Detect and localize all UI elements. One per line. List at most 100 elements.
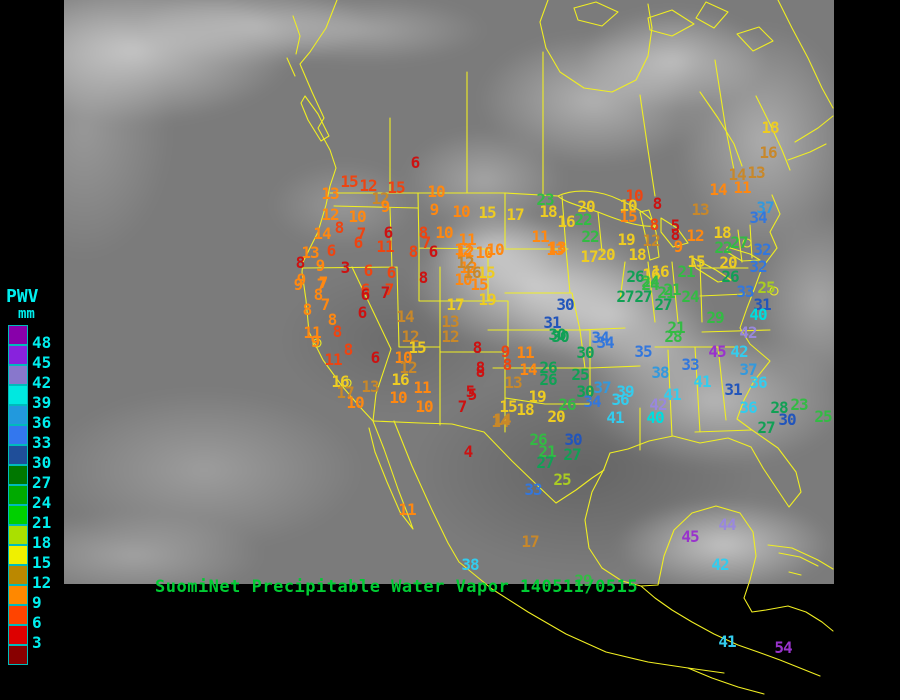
pwv-station-value: 10 xyxy=(435,223,453,242)
pwv-station-value: 4 xyxy=(463,442,474,461)
pwv-station-value: 12 xyxy=(456,242,474,261)
legend-tick-label: 39 xyxy=(32,392,52,412)
pwv-color-legend: PWV mm 48 45 42 39 36 33 30 27 24 21 18 15 12 9 6 3 xyxy=(6,288,64,665)
pwv-station-value: 45 xyxy=(681,527,699,546)
pwv-station-value: 24 xyxy=(641,275,659,294)
pwv-station-value: 15 xyxy=(478,203,496,222)
pwv-station-value: 27 xyxy=(757,418,775,437)
pwv-station-value: 22 xyxy=(574,210,592,229)
pwv-station-value: 14 xyxy=(728,165,746,184)
pwv-station-value: 41 xyxy=(693,372,711,391)
pwv-station-value: 13 xyxy=(548,238,566,257)
pwv-station-value: 9 xyxy=(673,237,684,256)
pwv-station-value: 54 xyxy=(774,638,792,657)
pwv-station-value: 11 xyxy=(303,323,321,342)
pwv-station-value: 8 xyxy=(302,300,313,319)
pwv-station-value: 9 xyxy=(315,256,326,275)
pwv-station-value: 10 xyxy=(619,196,637,215)
pwv-station-value: 11 xyxy=(458,230,476,249)
pwv-station-value: 21 xyxy=(538,442,556,461)
legend-title: PWV xyxy=(6,286,39,307)
pwv-station-value: 10 xyxy=(389,388,407,407)
pwv-station-value: 10 xyxy=(346,393,364,412)
pwv-station-value: 17 xyxy=(336,383,354,402)
pwv-station-value: 34 xyxy=(591,328,609,347)
pwv-station-value: 20 xyxy=(719,253,737,272)
pwv-station-value: 25 xyxy=(814,407,832,426)
pwv-station-value: 32 xyxy=(749,257,767,276)
pwv-station-value: 8 xyxy=(295,253,306,272)
pwv-station-value: 16 xyxy=(391,370,409,389)
pwv-station-value: 21 xyxy=(667,318,685,337)
legend-swatch xyxy=(8,544,28,565)
pwv-station-value: 13 xyxy=(321,184,339,203)
pwv-station-value: 11 xyxy=(516,343,534,362)
pwv-station-value: 8 xyxy=(652,194,663,213)
pwv-station-value: 9 xyxy=(500,342,511,361)
pwv-station-value: 34 xyxy=(749,208,767,227)
pwv-station-value: 11 xyxy=(413,378,431,397)
legend-tick-label: 48 xyxy=(32,332,52,352)
legend-unit-label: mm xyxy=(18,306,35,322)
legend-swatch-row: 30 xyxy=(6,444,64,470)
legend-swatch xyxy=(8,604,28,625)
pwv-station-value: 37 xyxy=(756,198,774,217)
pwv-station-value: 16 xyxy=(642,265,660,284)
pwv-station-value: 15 xyxy=(687,252,705,271)
legend-swatch-row: 15 xyxy=(6,544,64,570)
legend-tick-label: 21 xyxy=(32,512,52,532)
pwv-station-value: 7 xyxy=(421,233,432,252)
pwv-station-value: 21 xyxy=(663,280,681,299)
pwv-station-value: 3 xyxy=(340,258,351,277)
pwv-station-value: 27 xyxy=(616,287,634,306)
pwv-station-value: 26 xyxy=(539,358,557,377)
pwv-station-value: 27 xyxy=(563,445,581,464)
pwv-station-value: 12 xyxy=(371,189,389,208)
legend-tick-label: 24 xyxy=(32,492,52,512)
pwv-station-value: 16 xyxy=(331,372,349,391)
pwv-station-value: 31 xyxy=(753,295,771,314)
pwv-station-value: 14 xyxy=(313,224,331,243)
pwv-station-value: 6 xyxy=(386,263,397,282)
legend-swatch-row: 33 xyxy=(6,424,64,450)
pwv-station-value: 42 xyxy=(649,395,667,414)
legend-tick-label: 18 xyxy=(32,532,52,552)
pwv-station-value: 32 xyxy=(753,240,771,259)
legend-swatch-row: 36 xyxy=(6,404,64,430)
pwv-station-value: 6 xyxy=(360,280,371,299)
pwv-station-value: 44 xyxy=(718,515,736,534)
pwv-station-value: 36 xyxy=(611,390,629,409)
pwv-station-value: 5 xyxy=(670,216,681,235)
pwv-station-value: 40 xyxy=(749,305,767,324)
pwv-station-value: 22 xyxy=(714,238,732,257)
pwv-station-value: 29 xyxy=(574,571,592,590)
legend-swatch xyxy=(8,324,28,345)
pwv-station-value: 18 xyxy=(539,202,557,221)
legend-tick-label: 12 xyxy=(32,572,52,592)
pwv-station-value: 11 xyxy=(376,237,394,256)
pwv-station-value: 20 xyxy=(547,407,565,426)
pwv-station-value: 23 xyxy=(790,395,808,414)
pwv-station-value: 12 xyxy=(642,231,660,250)
pwv-station-value: 17 xyxy=(580,247,598,266)
pwv-station-value: 14 xyxy=(396,307,414,326)
pwv-station-value: 5 xyxy=(467,385,478,404)
legend-swatch xyxy=(8,524,28,545)
pwv-station-value: 12 xyxy=(441,327,459,346)
pwv-station-value: 6 xyxy=(410,153,421,172)
pwv-station-value: 17 xyxy=(521,532,539,551)
pwv-station-value: 41 xyxy=(718,632,736,651)
pwv-station-value: 18 xyxy=(628,245,646,264)
pwv-station-value: 12 xyxy=(321,205,339,224)
pwv-station-value: 28 xyxy=(664,327,682,346)
legend-swatch-row: 18 xyxy=(6,524,64,550)
map-title: SuomiNet Precipitable Water Vapor 140511… xyxy=(155,577,639,597)
pwv-station-value: 18 xyxy=(761,118,779,137)
pwv-station-value: 16 xyxy=(463,263,481,282)
pwv-station-value: 16 xyxy=(651,262,669,281)
pwv-station-value: 10 xyxy=(454,270,472,289)
pwv-station-value: 33 xyxy=(681,355,699,374)
legend-tick-label: 36 xyxy=(32,412,52,432)
legend-swatch xyxy=(8,484,28,505)
pwv-station-value: 9 xyxy=(293,275,304,294)
